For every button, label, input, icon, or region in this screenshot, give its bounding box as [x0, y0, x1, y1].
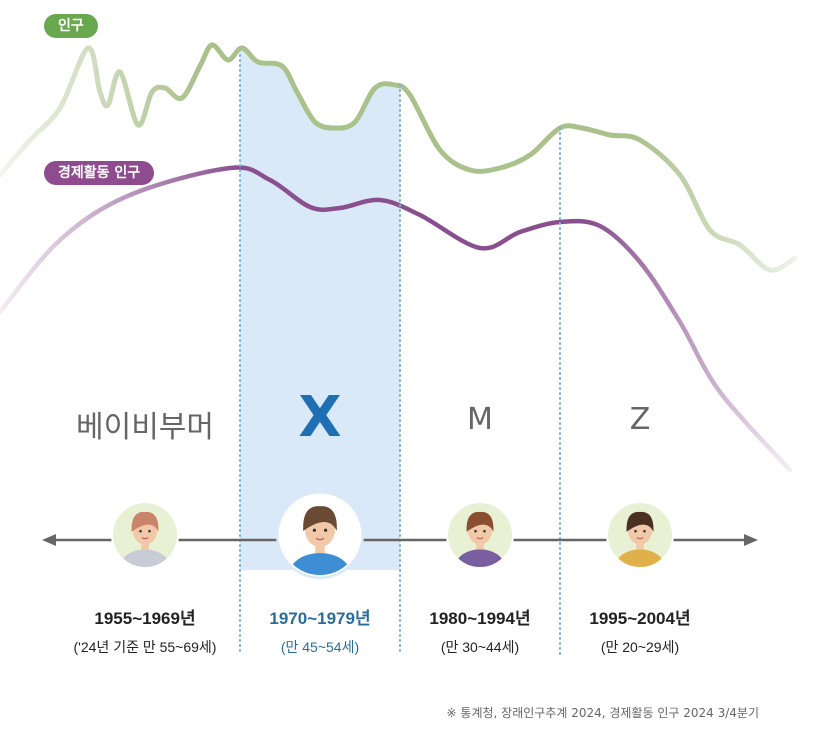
age-range: (만 45~54세) — [280, 639, 360, 655]
birth-years: 1980~1994년 — [429, 609, 531, 628]
generation-info-m: 1980~1994년 (만 30~44세) — [395, 604, 565, 657]
birth-years: 1970~1979년 — [269, 609, 371, 628]
age-range: (만 20~29세) — [600, 639, 680, 655]
population-line — [0, 42, 798, 273]
woman-avatar-icon — [111, 501, 179, 569]
generation-name-z: Z — [629, 402, 651, 437]
birth-years: 1995~2004년 — [589, 609, 691, 628]
age-range: ('24년 기준 만 55~69세) — [73, 639, 217, 655]
arrow-right-icon — [744, 534, 758, 546]
birth-years: 1955~1969년 — [94, 609, 196, 628]
generation-name-boomer: 베이비부머 — [76, 410, 214, 445]
economic-population-legend-badge: 경제활동 인구 — [44, 161, 155, 185]
population-legend-badge: 인구 — [44, 14, 98, 38]
arrow-left-icon — [42, 534, 56, 546]
woman-headset-avatar-icon — [446, 501, 514, 569]
generation-info-x: 1970~1979년 (만 45~54세) — [235, 604, 405, 657]
generation-name-m: M — [467, 402, 493, 437]
young-man-avatar-icon — [606, 501, 674, 569]
generation-info-boomer: 1955~1969년 ('24년 기준 만 55~69세) — [60, 604, 230, 657]
generation-dividers — [239, 54, 561, 656]
economic-population-line — [0, 165, 793, 473]
generation-info-z: 1995~2004년 (만 20~29세) — [555, 604, 725, 657]
x-generation-highlight — [240, 48, 400, 570]
age-range: (만 30~44세) — [440, 639, 520, 655]
generation-name-x: X — [298, 385, 342, 450]
source-note: ※ 통계청, 장래인구추계 2024, 경제활동 인구 2024 3/4분기 — [446, 706, 759, 720]
man-avatar-icon — [276, 491, 364, 579]
